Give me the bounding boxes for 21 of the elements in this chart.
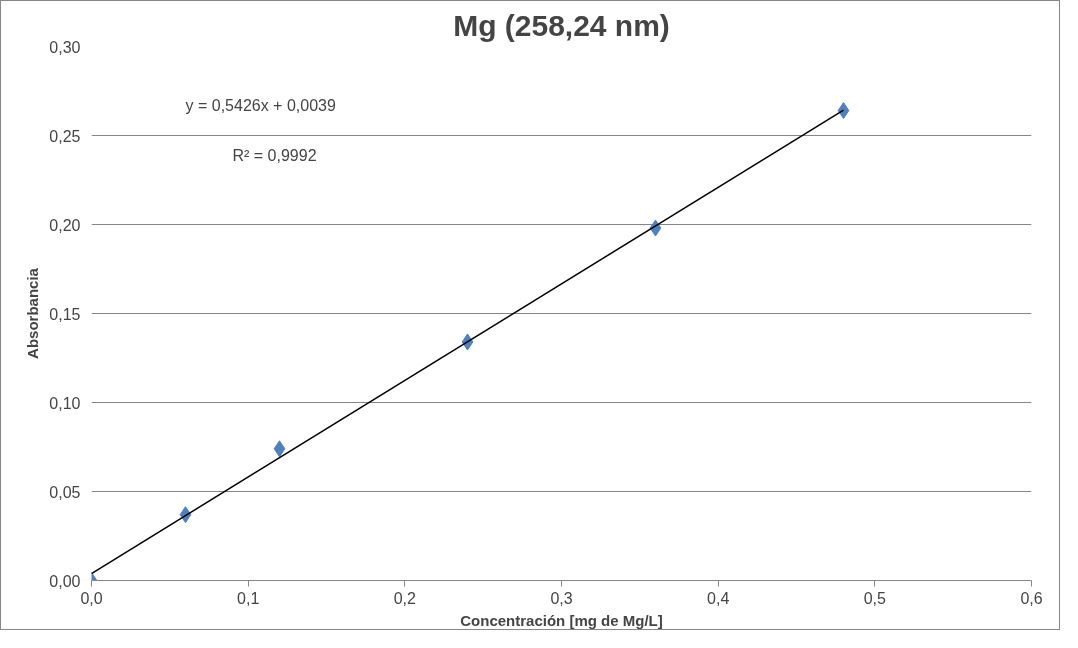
y-axis-title: Absorbancia [24,267,42,359]
x-tick-label: 0,0 [80,589,103,607]
x-tick-label: 0,1 [237,589,260,607]
y-tick-label: 0,30 [49,38,81,56]
x-tick-label: 0,4 [707,589,730,607]
x-axis-title: Concentración [mg de Mg/L] [460,611,663,629]
y-tick-label: 0,10 [49,394,81,412]
y-tick-label: 0,20 [49,216,81,234]
x-tick-label: 0,6 [1020,589,1043,607]
point [273,440,286,458]
chart-title: Mg (258,24 nm) [453,8,670,42]
y-tick-label: 0,00 [49,572,81,590]
x-tick-label: 0,2 [393,589,417,607]
x-tick-label: 0,5 [863,589,887,607]
y-tick-label: 0,25 [49,127,81,145]
annotation: R² = 0,9992 [232,146,317,164]
x-tick-label: 0,3 [550,589,573,607]
annotation: y = 0,5426x + 0,0039 [185,97,336,115]
y-tick-label: 0,15 [49,305,81,323]
y-tick-label: 0,05 [49,483,81,501]
point [837,102,850,120]
